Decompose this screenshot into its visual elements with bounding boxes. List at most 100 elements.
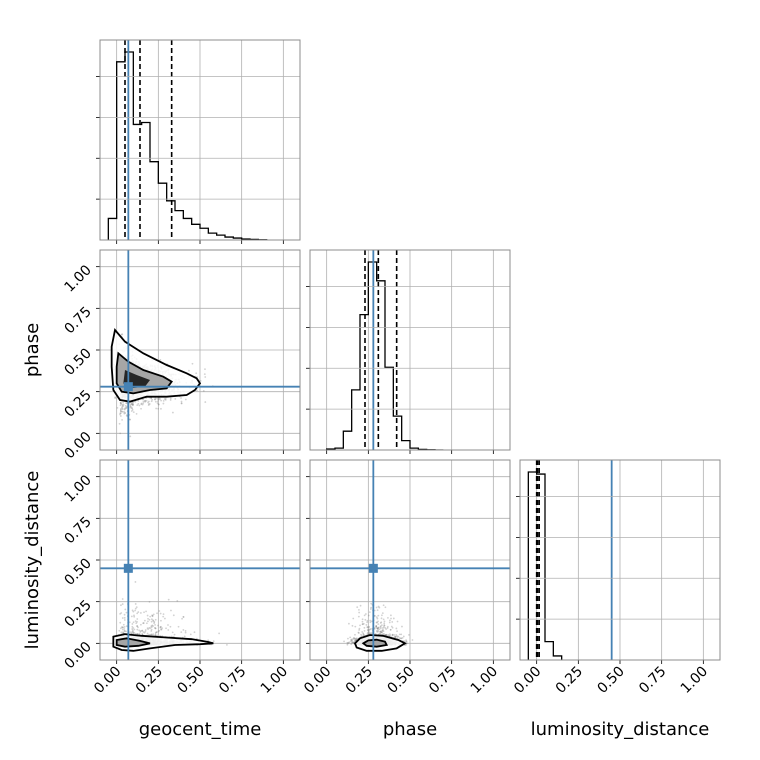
scatter-point <box>114 396 117 399</box>
scatter-point <box>158 397 161 400</box>
scatter-point <box>363 626 366 629</box>
scatter-point <box>130 403 132 406</box>
scatter-point <box>360 633 362 636</box>
scatter-point <box>144 399 146 402</box>
scatter-point <box>121 407 124 410</box>
scatter-point <box>156 402 159 405</box>
scatter-point <box>354 633 356 636</box>
scatter-point <box>141 403 144 406</box>
scatter-point <box>151 624 154 627</box>
scatter-point <box>212 640 215 643</box>
panel-content <box>100 460 300 660</box>
scatter-point <box>346 643 349 646</box>
scatter-point <box>381 629 384 632</box>
scatter-point <box>133 628 136 631</box>
scatter-point <box>125 611 128 614</box>
scatter-point <box>199 379 202 382</box>
scatter-point <box>162 613 165 615</box>
scatter-point <box>137 399 140 402</box>
scatter-point <box>154 398 157 401</box>
panel-content <box>527 460 613 660</box>
scatter-point <box>146 614 149 617</box>
scatter-point <box>164 397 167 400</box>
scatter-point <box>146 632 149 635</box>
scatter-point <box>121 333 124 336</box>
tick-label-x-luminosity_distance-4: 1.00 <box>678 664 711 697</box>
scatter-point <box>369 621 372 624</box>
scatter-point <box>144 400 146 403</box>
scatter-point <box>363 614 366 617</box>
scatter-point <box>160 619 162 622</box>
scatter-point <box>377 605 380 608</box>
scatter-point <box>377 626 380 629</box>
scatter-point <box>408 633 410 636</box>
scatter-point <box>132 610 135 613</box>
scatter-point <box>358 608 360 611</box>
tick-label-x-geocent_time-0: 0.00 <box>91 664 124 697</box>
scatter-point <box>391 634 394 637</box>
scatter-point <box>366 621 369 624</box>
scatter-point <box>369 608 372 610</box>
scatter-point <box>183 635 186 638</box>
scatter-point <box>119 401 122 404</box>
scatter-point <box>133 615 136 618</box>
scatter-point <box>122 401 124 404</box>
scatter-point <box>121 405 124 408</box>
scatter-point <box>391 633 394 636</box>
scatter-point <box>124 407 127 409</box>
scatter-point <box>140 403 143 406</box>
truth-marker <box>368 563 378 573</box>
scatter-point <box>142 400 145 403</box>
scatter-point <box>382 626 385 628</box>
scatter-point <box>405 639 407 642</box>
scatter-point <box>150 620 153 623</box>
scatter-point <box>375 629 378 632</box>
scatter-point <box>118 422 121 425</box>
scatter-point <box>375 616 378 618</box>
scatter-point <box>180 402 183 405</box>
scatter-point <box>181 617 183 620</box>
scatter-point <box>160 628 163 631</box>
scatter-point <box>391 633 394 636</box>
scatter-point <box>389 619 391 622</box>
scatter-point <box>120 612 123 614</box>
scatter-point <box>130 632 133 634</box>
axis-label-y-luminosity_distance: luminosity_distance <box>22 471 43 650</box>
scatter-point <box>167 624 169 626</box>
scatter-point <box>142 398 144 401</box>
scatter-point <box>352 617 355 620</box>
scatter-point <box>368 625 371 628</box>
scatter-point <box>125 406 128 409</box>
scatter-point <box>121 406 123 409</box>
scatter-point <box>123 630 126 632</box>
scatter-point <box>158 610 161 612</box>
scatter-point <box>119 412 122 415</box>
scatter-point <box>130 407 133 409</box>
scatter-point <box>136 612 139 615</box>
scatter-point <box>119 404 122 407</box>
scatter-point <box>131 403 134 406</box>
scatter-point <box>218 632 221 635</box>
scatter-point <box>394 636 396 639</box>
scatter-point <box>124 405 127 407</box>
scatter-point <box>142 402 145 405</box>
scatter-point <box>139 612 142 614</box>
panel-phase-vs-luminosity_distance <box>306 459 511 664</box>
scatter-point <box>130 403 133 406</box>
tick-label-x-luminosity_distance-3: 0.75 <box>636 664 669 697</box>
scatter-point <box>153 398 156 401</box>
scatter-point <box>121 626 124 629</box>
scatter-point <box>385 634 388 636</box>
scatter-point <box>357 615 360 618</box>
scatter-point <box>396 637 399 639</box>
scatter-point <box>150 618 153 621</box>
scatter-point <box>405 640 408 643</box>
scatter-point <box>148 626 151 629</box>
scatter-point <box>380 631 383 634</box>
scatter-point <box>359 624 361 627</box>
panel-geocent_time-vs-luminosity_distance <box>96 459 301 664</box>
scatter-point <box>373 609 376 612</box>
scatter-point <box>376 621 379 624</box>
scatter-point <box>376 627 379 630</box>
scatter-point <box>375 626 378 628</box>
